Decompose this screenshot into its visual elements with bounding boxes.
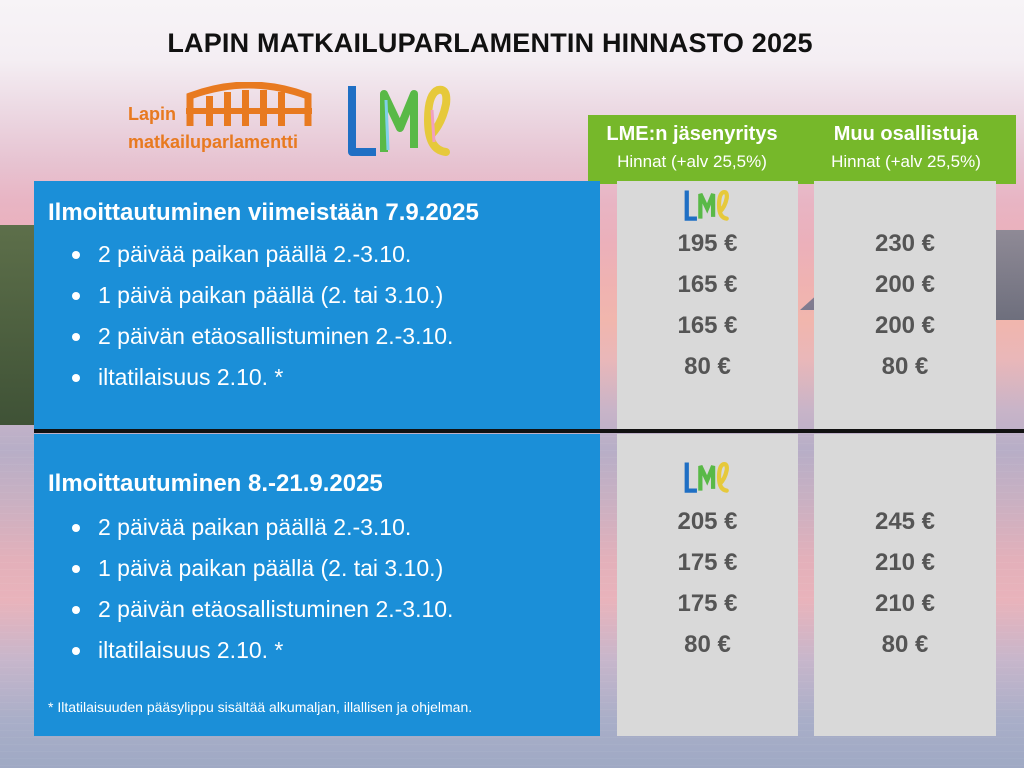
price-value: 200 € [874, 312, 936, 339]
price-column-other-early: 230 € 200 € 200 € 80 € [814, 181, 996, 429]
bullet-icon [72, 292, 80, 300]
price-value: 210 € [874, 549, 936, 576]
bullet-icon [72, 606, 80, 614]
price-value: 80 € [881, 631, 929, 658]
section-divider [34, 429, 1024, 433]
price-list: 205 € 175 € 175 € 80 € [617, 501, 798, 665]
price-value: 245 € [874, 508, 936, 535]
column-header-member-title: LME:n jäsenyritys [606, 123, 778, 145]
bridge-icon [186, 82, 312, 126]
price-value: 200 € [874, 271, 936, 298]
price-value: 165 € [677, 312, 738, 339]
list-item: 2 päivää paikan päällä 2.-3.10. [70, 234, 453, 275]
list-item: 2 päivää paikan päällä 2.-3.10. [70, 507, 453, 548]
lme-logo [348, 85, 451, 156]
ticket-label: iltatilaisuus 2.10. * [98, 637, 284, 663]
column-header-member: LME:n jäsenyritys Hinnat (+alv 25,5%) [588, 115, 796, 184]
background-treeline [0, 225, 40, 425]
section-late-registration: Ilmoittautuminen 8.-21.9.2025 2 päivää p… [34, 434, 600, 736]
page-title: LAPIN MATKAILUPARLAMENTIN HINNASTO 2025 [167, 28, 813, 58]
list-item: iltatilaisuus 2.10. * [70, 357, 453, 398]
price-list: 245 € 210 € 210 € 80 € [814, 501, 996, 665]
ticket-list: 2 päivää paikan päällä 2.-3.10. 1 päivä … [70, 507, 453, 671]
lme-small-logo [684, 190, 729, 221]
ticket-label: 1 päivä paikan päällä (2. tai 3.10.) [98, 555, 444, 581]
bullet-icon [72, 374, 80, 382]
list-item: 2 päivän etäosallistuminen 2.-3.10. [70, 316, 453, 357]
price-column-member-late: 205 € 175 € 175 € 80 € [617, 434, 798, 736]
column-header-member-subtitle: Hinnat (+alv 25,5%) [617, 152, 767, 171]
price-value: 210 € [874, 590, 936, 617]
ticket-label: 1 päivä paikan päällä (2. tai 3.10.) [98, 282, 444, 308]
price-column-other-late: 245 € 210 € 210 € 80 € [814, 434, 996, 736]
price-value: 165 € [677, 271, 738, 298]
price-column-member-early: 195 € 165 € 165 € 80 € [617, 181, 798, 429]
bullet-icon [72, 565, 80, 573]
price-value: 80 € [881, 353, 929, 380]
column-header-other-title: Muu osallistuja [833, 123, 979, 145]
ticket-label: 2 päivää paikan päällä 2.-3.10. [98, 241, 412, 267]
bullet-icon [72, 524, 80, 532]
bullet-icon [72, 251, 80, 259]
section-title: Ilmoittautuminen 8.-21.9.2025 [48, 470, 383, 497]
lmp-logo-line2: matkailuparlamentti [128, 132, 299, 152]
lme-small-logo [684, 462, 729, 493]
ticket-label: 2 päivän etäosallistuminen 2.-3.10. [98, 596, 454, 622]
bullet-icon [72, 647, 80, 655]
lmp-logo-line1: Lapin [128, 104, 176, 124]
list-item: iltatilaisuus 2.10. * [70, 630, 453, 671]
price-value: 205 € [677, 508, 738, 535]
background-hill [994, 230, 1024, 320]
footnote: * Iltatilaisuuden pääsylippu sisältää al… [48, 699, 473, 715]
bullet-icon [72, 333, 80, 341]
section-title: Ilmoittautuminen viimeistään 7.9.2025 [48, 199, 479, 226]
column-header-other-subtitle: Hinnat (+alv 25,5%) [831, 152, 981, 171]
lmp-logo-text: Lapin matkailuparlamentti [128, 104, 298, 152]
price-value: 80 € [684, 631, 731, 658]
column-header-other: Muu osallistuja Hinnat (+alv 25,5%) [796, 115, 1016, 184]
ticket-list: 2 päivää paikan päällä 2.-3.10. 1 päivä … [70, 234, 453, 398]
price-value: 175 € [677, 590, 738, 617]
price-list: 195 € 165 € 165 € 80 € [617, 223, 798, 387]
price-value: 195 € [677, 230, 738, 257]
price-value: 80 € [684, 353, 731, 380]
price-value: 175 € [677, 549, 738, 576]
ticket-label: iltatilaisuus 2.10. * [98, 364, 284, 390]
ticket-label: 2 päivän etäosallistuminen 2.-3.10. [98, 323, 454, 349]
ticket-label: 2 päivää paikan päällä 2.-3.10. [98, 514, 412, 540]
lmp-logo: Lapin matkailuparlamentti [128, 82, 318, 162]
list-item: 1 päivä paikan päällä (2. tai 3.10.) [70, 275, 453, 316]
section-early-registration: Ilmoittautuminen viimeistään 7.9.2025 2 … [34, 181, 600, 429]
price-value: 230 € [874, 230, 936, 257]
list-item: 2 päivän etäosallistuminen 2.-3.10. [70, 589, 453, 630]
list-item: 1 päivä paikan päällä (2. tai 3.10.) [70, 548, 453, 589]
price-list: 230 € 200 € 200 € 80 € [814, 223, 996, 387]
